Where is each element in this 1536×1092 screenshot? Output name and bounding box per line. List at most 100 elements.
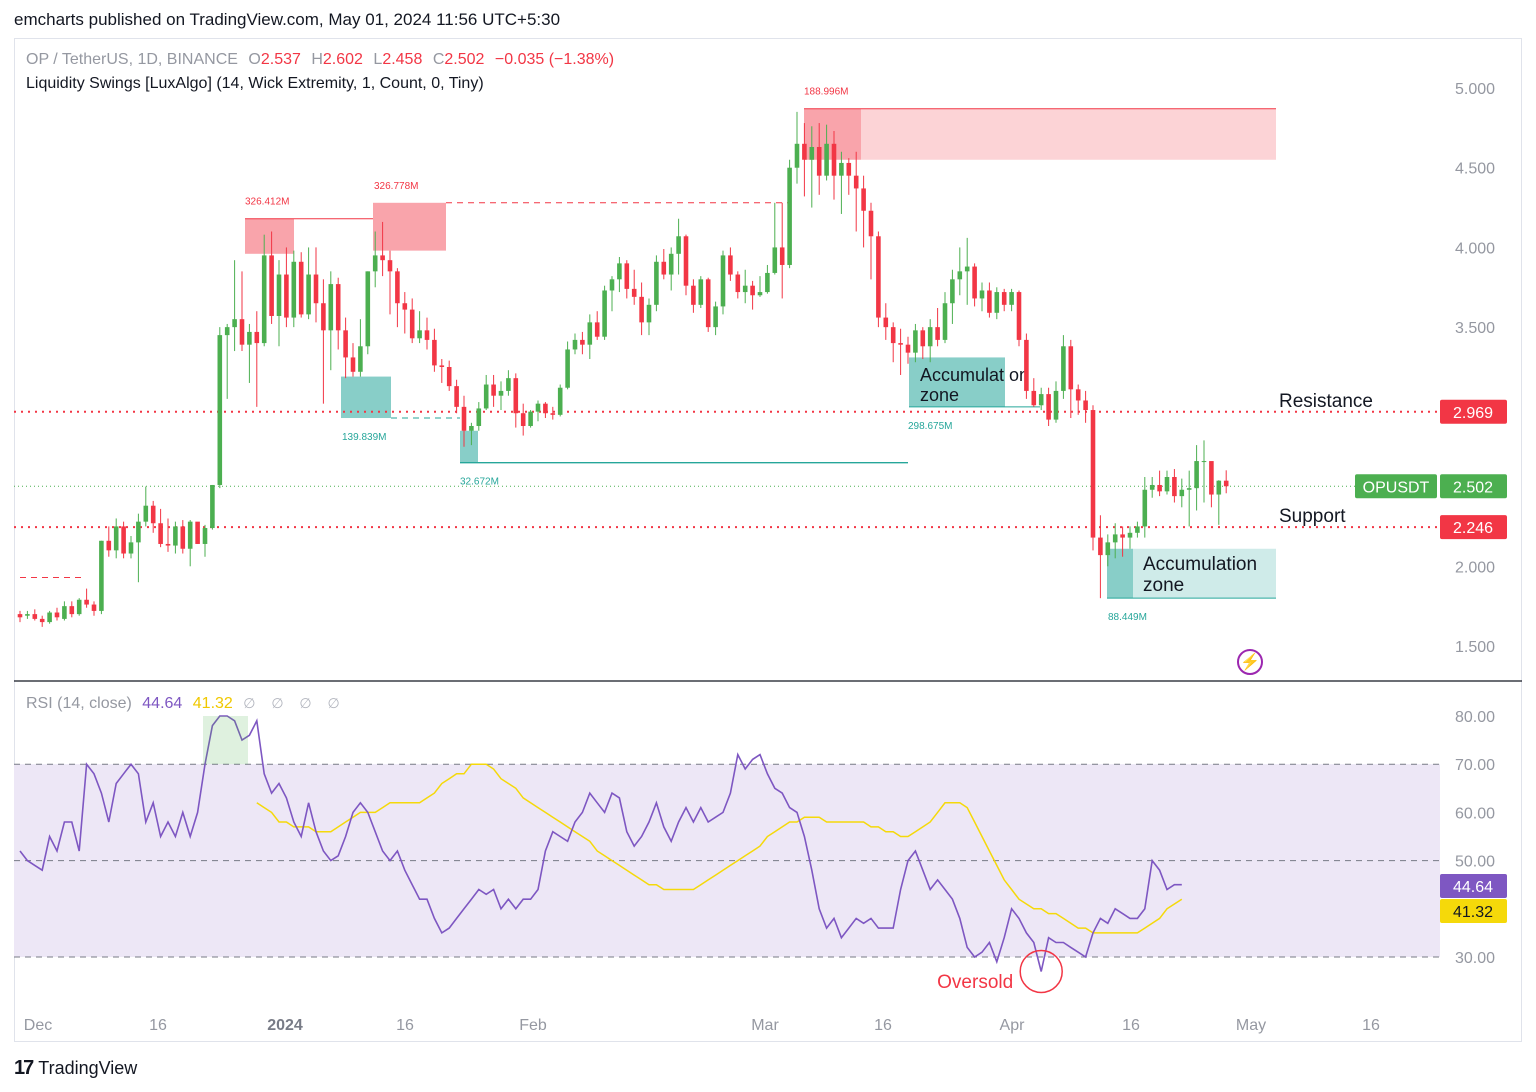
candle-body bbox=[113, 526, 119, 551]
low-label: L bbox=[373, 51, 383, 68]
candle-body bbox=[247, 331, 252, 345]
candle-body bbox=[979, 290, 985, 299]
candle-body bbox=[202, 528, 208, 544]
candle-body bbox=[239, 319, 245, 345]
candle-body bbox=[1164, 477, 1170, 492]
candle-body bbox=[572, 339, 578, 350]
resistance-label: Resistance bbox=[1279, 391, 1373, 412]
supply-zone bbox=[245, 218, 294, 254]
candle-body bbox=[439, 365, 445, 367]
accumulation-zone-text: Accumulation bbox=[1143, 554, 1257, 575]
candle-body bbox=[380, 255, 385, 261]
candle-body bbox=[387, 260, 393, 272]
indicator-legend[interactable]: Liquidity Swings [LuxAlgo] (14, Wick Ext… bbox=[26, 75, 484, 92]
candle-body bbox=[298, 261, 304, 315]
rsi-ma-tag-text: 41.32 bbox=[1453, 904, 1493, 921]
candle-body bbox=[594, 322, 600, 337]
liquidity-label: 188.996M bbox=[804, 87, 848, 98]
candle-body bbox=[232, 319, 237, 328]
last-price-tag-text: 2.502 bbox=[1453, 479, 1493, 496]
candle-body bbox=[506, 378, 511, 391]
candle-body bbox=[254, 331, 260, 344]
accumulation-zone-text: zone bbox=[920, 385, 959, 405]
candle-body bbox=[779, 247, 785, 265]
candle-body bbox=[1194, 461, 1199, 489]
candle-body bbox=[276, 274, 282, 316]
candle-body bbox=[898, 343, 903, 345]
candle-body bbox=[868, 210, 874, 237]
demand-zone bbox=[909, 357, 1005, 407]
candle-body bbox=[624, 263, 630, 289]
candle-body bbox=[1142, 489, 1148, 527]
candle-body bbox=[432, 339, 437, 366]
candle-body bbox=[498, 390, 504, 396]
candle-body bbox=[321, 303, 326, 331]
candle-body bbox=[461, 406, 467, 431]
candle-body bbox=[358, 346, 363, 372]
candle-body bbox=[876, 236, 881, 318]
candle-body bbox=[195, 521, 200, 544]
candle-body bbox=[713, 306, 718, 328]
rsi-value-tag bbox=[1440, 874, 1507, 898]
demand-zone bbox=[1107, 548, 1133, 599]
candle-body bbox=[1216, 480, 1222, 495]
oversold-circle bbox=[1019, 949, 1063, 994]
candle-body bbox=[950, 279, 955, 304]
candle-body bbox=[809, 146, 815, 160]
rsi-axis-tick: 80.00 bbox=[1455, 709, 1495, 726]
candle-body bbox=[1105, 542, 1111, 556]
symbol-title[interactable]: OP / TetherUS, 1D, BINANCE bbox=[26, 51, 238, 68]
candle-body bbox=[165, 543, 171, 546]
tradingview-logo-icon: 17 bbox=[14, 1057, 34, 1079]
candle-body bbox=[587, 322, 593, 345]
candle-body bbox=[631, 288, 637, 297]
candle-body bbox=[173, 526, 178, 546]
last-price-tag bbox=[1440, 474, 1507, 499]
candle-body bbox=[343, 330, 348, 358]
candle-body bbox=[520, 413, 526, 426]
candle-body bbox=[32, 614, 38, 619]
support-price-tag bbox=[1440, 515, 1507, 540]
candle-body bbox=[217, 335, 223, 485]
candle-body bbox=[365, 271, 371, 347]
candle-body bbox=[54, 612, 60, 618]
open-label: O bbox=[248, 51, 261, 68]
candle-body bbox=[839, 162, 844, 176]
candle-body bbox=[1209, 461, 1214, 495]
candle-body bbox=[565, 349, 570, 388]
candle-body bbox=[395, 271, 400, 304]
flash-icon[interactable]: ⚡ bbox=[1237, 649, 1263, 675]
candle-body bbox=[853, 175, 859, 189]
price-axis-tick: 4.000 bbox=[1455, 240, 1495, 257]
candle-body bbox=[121, 526, 126, 554]
candle-body bbox=[972, 266, 977, 299]
candle-body bbox=[883, 317, 889, 328]
candle-body bbox=[1127, 532, 1133, 538]
candle-body bbox=[668, 253, 674, 275]
high-label: H bbox=[311, 51, 323, 68]
candle-body bbox=[128, 542, 134, 554]
candle-body bbox=[913, 330, 918, 353]
candle-body bbox=[927, 327, 933, 347]
candle-body bbox=[1001, 292, 1007, 305]
candle-body bbox=[47, 612, 52, 623]
time-axis-tick: 16 bbox=[1362, 1017, 1380, 1034]
price-axis-tick: 4.500 bbox=[1455, 161, 1495, 178]
candle-body bbox=[535, 403, 541, 412]
candle-body bbox=[794, 143, 800, 168]
candle-body bbox=[424, 330, 430, 340]
candle-body bbox=[150, 505, 156, 524]
close-value: 2.502 bbox=[444, 51, 485, 68]
rsi-axis-tick: 50.00 bbox=[1455, 854, 1495, 871]
price-change: −0.035 (−1.38%) bbox=[494, 51, 615, 68]
candle-body bbox=[25, 614, 30, 616]
candle-body bbox=[402, 303, 408, 310]
candle-body bbox=[76, 599, 82, 615]
candle-body bbox=[609, 279, 615, 291]
candle-body bbox=[284, 274, 289, 318]
candle-body bbox=[1016, 292, 1022, 340]
candle-body bbox=[269, 255, 274, 316]
candle-body bbox=[1024, 339, 1029, 391]
candle-body bbox=[313, 274, 319, 304]
rsi-title[interactable]: RSI (14, close) bbox=[26, 695, 132, 712]
